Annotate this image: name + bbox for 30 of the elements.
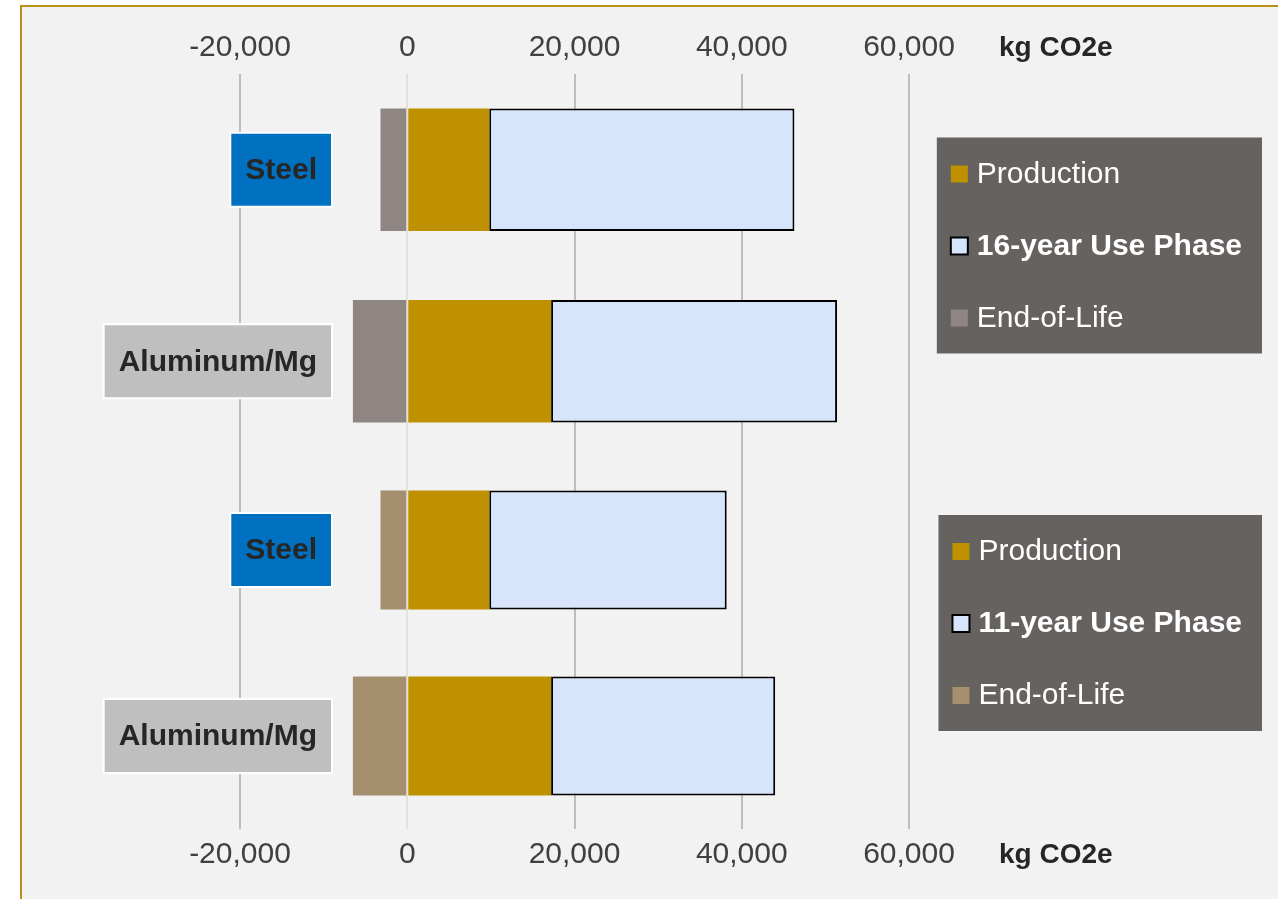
bar — [408, 108, 490, 232]
x-tick-label: 20,000 — [528, 836, 621, 870]
legend-label: Production — [976, 155, 1121, 189]
bar — [380, 108, 407, 232]
x-tick-label: 60,000 — [863, 836, 955, 870]
x-tick-label: -20,000 — [189, 29, 291, 63]
legend-label: 16-year Use Phase — [976, 227, 1243, 261]
y-tick-label: Steel — [245, 532, 318, 566]
x-axis-title: kg CO2e — [999, 837, 1113, 869]
y-tick-label: Aluminum/Mg — [118, 718, 317, 752]
x-axis-title: kg CO2e — [999, 30, 1113, 62]
y-tick-label: Aluminum/Mg — [118, 343, 317, 377]
legend-label: End-of-Life — [976, 299, 1124, 333]
legend-label: End-of-Life — [978, 677, 1126, 711]
x-tick-label: 40,000 — [695, 836, 788, 870]
bar — [408, 490, 490, 610]
y-tick-label: Steel — [245, 152, 318, 186]
bar — [352, 676, 407, 796]
legend-label: Production — [978, 533, 1122, 567]
x-tick-label: 0 — [398, 836, 416, 870]
x-tick-label: 20,000 — [528, 29, 621, 63]
x-tick-label: 60,000 — [863, 29, 955, 63]
x-tick-label: 0 — [398, 29, 416, 63]
bar — [380, 490, 407, 610]
x-tick-label: -20,000 — [189, 836, 291, 870]
bar — [408, 676, 552, 796]
bar — [408, 299, 552, 423]
legend-label: 11-year Use Phase — [978, 605, 1243, 639]
x-tick-label: 40,000 — [695, 29, 788, 63]
bar — [352, 299, 407, 423]
